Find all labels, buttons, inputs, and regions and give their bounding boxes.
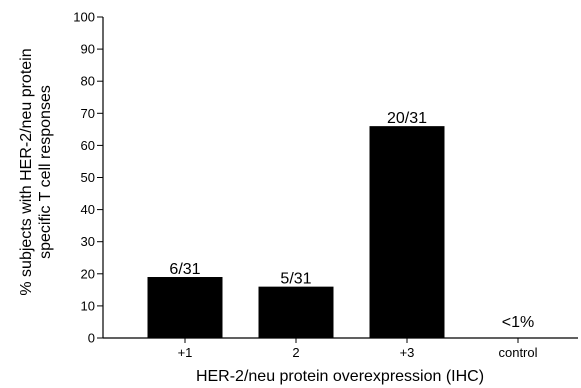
bar-data-label: <1% xyxy=(502,314,534,331)
y-axis-title-line-1: % subjects with HER-2/neu protein xyxy=(18,48,35,295)
bar xyxy=(147,277,223,338)
x-tick-label: +1 xyxy=(178,345,193,360)
bar xyxy=(369,126,445,338)
x-tick-label: control xyxy=(498,345,537,360)
y-tick-label: 20 xyxy=(81,266,95,281)
y-tick-label: 50 xyxy=(81,170,95,185)
y-axis-ticks: 0 10 20 30 40 50 60 70 80 90 100 xyxy=(73,10,103,346)
x-tick-label: +3 xyxy=(400,345,415,360)
bar-data-label: 6/31 xyxy=(169,261,200,278)
data-labels: 6/31 5/31 20/31 <1% xyxy=(169,110,534,331)
y-tick-label: 40 xyxy=(81,202,95,217)
bars xyxy=(147,126,445,338)
bar-data-label: 20/31 xyxy=(387,110,427,127)
x-axis-title: HER-2/neu protein overexpression (IHC) xyxy=(196,368,484,385)
y-tick-label: 80 xyxy=(81,74,95,89)
y-tick-label: 60 xyxy=(81,138,95,153)
y-tick-label: 100 xyxy=(73,10,95,25)
x-axis-ticks: +1 2 +3 control xyxy=(178,338,538,360)
y-tick-label: 90 xyxy=(81,42,95,57)
x-tick-label: 2 xyxy=(292,345,299,360)
y-axis-title-line-2: specific T cell responses xyxy=(37,85,54,259)
y-tick-label: 70 xyxy=(81,106,95,121)
bar-data-label: 5/31 xyxy=(280,271,311,288)
y-tick-label: 10 xyxy=(81,298,95,313)
y-tick-label: 0 xyxy=(88,331,95,346)
bar xyxy=(258,286,334,338)
y-tick-label: 30 xyxy=(81,234,95,249)
